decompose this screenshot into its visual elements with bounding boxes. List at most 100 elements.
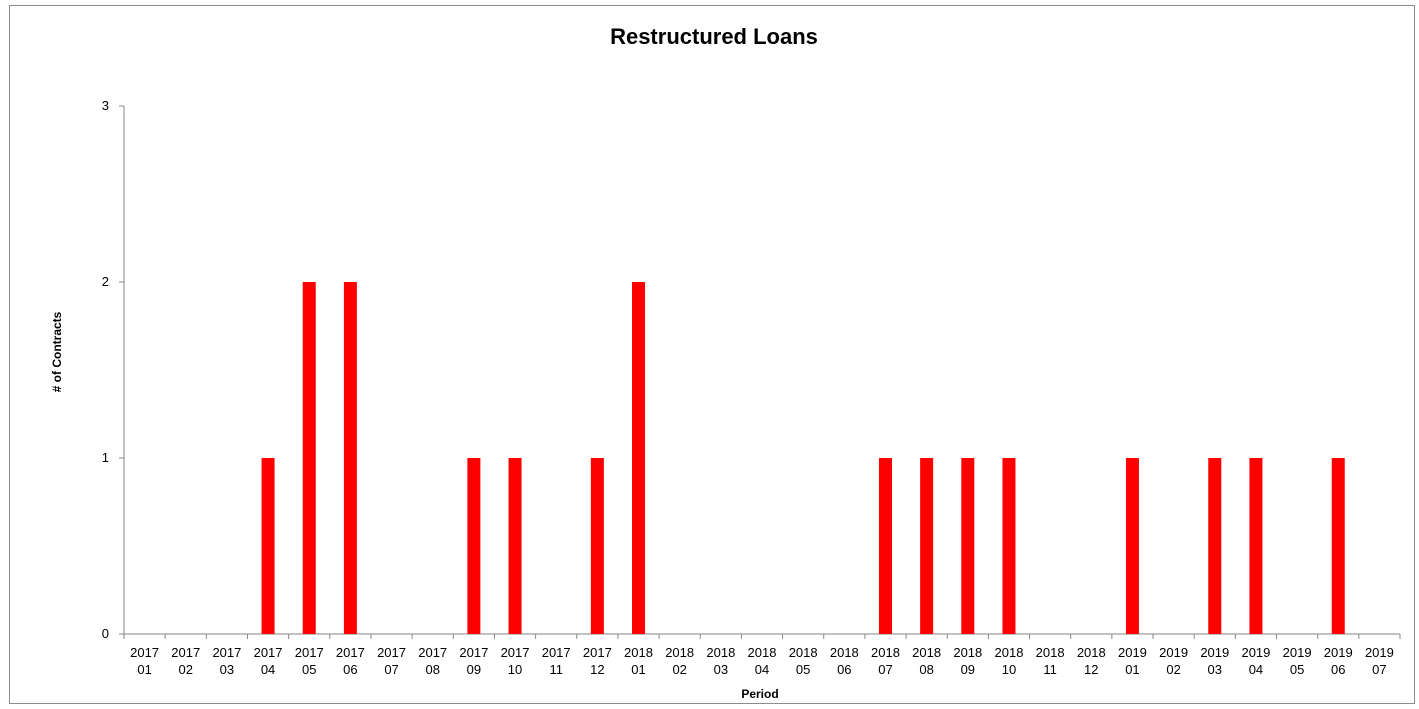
x-tick-label: 2017 10	[501, 645, 530, 677]
x-tick-label-month: 07	[384, 662, 398, 677]
x-tick-label-month: 07	[878, 662, 892, 677]
y-tick-label: 2	[102, 274, 109, 289]
x-tick-label-month: 01	[1125, 662, 1139, 677]
x-tick-label-month: 08	[919, 662, 933, 677]
x-tick-label-year: 2018	[748, 645, 777, 660]
x-tick-label: 2018 09	[953, 645, 982, 677]
bar-2018-09	[961, 458, 975, 634]
x-tick-label: 2017 11	[542, 645, 571, 677]
x-tick-label: 2017 06	[336, 645, 365, 677]
bar-2019-06	[1331, 458, 1345, 634]
x-tick-label-year: 2017	[501, 645, 530, 660]
x-tick-label: 2019 07	[1365, 645, 1394, 677]
x-tick-label-month: 11	[1043, 662, 1057, 677]
x-tick-label: 2017 08	[418, 645, 447, 677]
x-tick-label-year: 2018	[995, 645, 1024, 660]
bar-2019-01	[1125, 458, 1139, 634]
x-tick-label-year: 2018	[912, 645, 941, 660]
bar-2019-03	[1208, 458, 1222, 634]
x-tick-label-year: 2018	[1077, 645, 1106, 660]
x-tick-label-year: 2018	[665, 645, 694, 660]
bar-2017-06	[343, 282, 357, 634]
x-tick-label-month: 04	[1249, 662, 1263, 677]
y-tick-label: 3	[102, 98, 109, 113]
bar-2017-05	[302, 282, 316, 634]
x-tick-label-year: 2018	[953, 645, 982, 660]
x-tick-label-year: 2017	[418, 645, 447, 660]
x-tick-label-year: 2019	[1159, 645, 1188, 660]
bar-2018-08	[920, 458, 934, 634]
x-tick-label-month: 02	[1166, 662, 1180, 677]
x-tick-label: 2018 11	[1036, 645, 1065, 677]
x-tick-label-year: 2019	[1118, 645, 1147, 660]
x-tick-label-month: 05	[302, 662, 316, 677]
x-tick-label-month: 06	[343, 662, 357, 677]
bar-2018-01	[632, 282, 646, 634]
bar-2017-12	[590, 458, 604, 634]
x-tick-label-year: 2017	[377, 645, 406, 660]
x-tick-label: 2018 03	[706, 645, 735, 677]
x-tick-label-month: 09	[467, 662, 481, 677]
x-tick-label-month: 01	[137, 662, 151, 677]
x-tick-label-month: 12	[590, 662, 604, 677]
x-tick-label-year: 2017	[130, 645, 159, 660]
x-tick-label-year: 2017	[336, 645, 365, 660]
x-tick-label: 2018 04	[748, 645, 777, 677]
x-tick-label: 2017 12	[583, 645, 612, 677]
x-tick-label-month: 03	[1208, 662, 1222, 677]
x-tick-label-year: 2017	[459, 645, 488, 660]
x-tick-label: 2019 02	[1159, 645, 1188, 677]
x-tick-label: 2017 07	[377, 645, 406, 677]
x-tick-label-year: 2019	[1283, 645, 1312, 660]
x-tick-label-year: 2017	[583, 645, 612, 660]
x-tick-label-month: 08	[425, 662, 439, 677]
x-tick-label-month: 03	[220, 662, 234, 677]
y-tick-label: 0	[102, 626, 109, 641]
x-tick-label: 2018 01	[624, 645, 653, 677]
x-tick-label-month: 10	[508, 662, 522, 677]
x-tick-label-month: 04	[755, 662, 769, 677]
x-tick-label-month: 02	[672, 662, 686, 677]
x-tick-label-month: 12	[1084, 662, 1098, 677]
x-tick-label-month: 11	[549, 662, 563, 677]
x-tick-label-year: 2019	[1200, 645, 1229, 660]
bar-2018-10	[1002, 458, 1016, 634]
x-tick-label-year: 2017	[212, 645, 241, 660]
x-tick-label: 2017 04	[254, 645, 283, 677]
x-tick-label-year: 2018	[830, 645, 859, 660]
x-tick-label-year: 2017	[542, 645, 571, 660]
x-axis-title: Period	[741, 687, 778, 701]
x-tick-label: 2018 08	[912, 645, 941, 677]
x-tick-label-year: 2019	[1324, 645, 1353, 660]
chart-title: Restructured Loans	[610, 24, 818, 49]
x-tick-label-year: 2018	[624, 645, 653, 660]
x-tick-label-year: 2019	[1241, 645, 1270, 660]
x-tick-label: 2018 05	[789, 645, 818, 677]
x-tick-label-year: 2017	[254, 645, 283, 660]
x-tick-label: 2019 04	[1241, 645, 1270, 677]
x-tick-label-month: 06	[837, 662, 851, 677]
x-tick-label-month: 01	[631, 662, 645, 677]
x-tick-label: 2019 03	[1200, 645, 1229, 677]
bar-2018-07	[878, 458, 892, 634]
x-tick-label-year: 2017	[295, 645, 324, 660]
bar-2017-09	[467, 458, 481, 634]
x-tick-label: 2017 01	[130, 645, 159, 677]
x-tick-label-year: 2017	[171, 645, 200, 660]
x-tick-label-month: 02	[179, 662, 193, 677]
x-tick-label-year: 2018	[1036, 645, 1065, 660]
x-tick-label: 2017 03	[212, 645, 241, 677]
y-axis-title: # of Contracts	[50, 311, 64, 392]
x-tick-label-year: 2019	[1365, 645, 1394, 660]
x-tick-label: 2019 01	[1118, 645, 1147, 677]
x-tick-label: 2018 07	[871, 645, 900, 677]
x-tick-label: 2017 02	[171, 645, 200, 677]
x-tick-label: 2019 06	[1324, 645, 1353, 677]
chart-frame	[9, 5, 1415, 704]
x-tick-label-month: 09	[961, 662, 975, 677]
bar-2017-04	[261, 458, 275, 634]
x-tick-label: 2018 12	[1077, 645, 1106, 677]
x-tick-label-month: 10	[1002, 662, 1016, 677]
